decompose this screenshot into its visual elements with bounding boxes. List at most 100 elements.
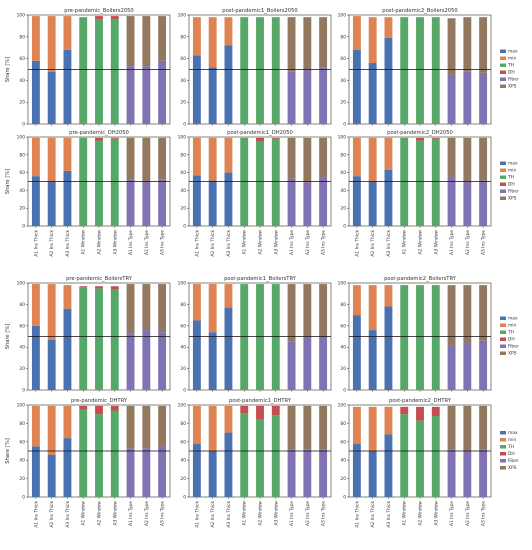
bar-Fiber [319, 336, 328, 390]
bar-TH [79, 409, 88, 497]
legend-label-DH: DH [508, 182, 515, 188]
bar-TH [416, 140, 424, 226]
bar-XPS [447, 137, 456, 178]
legend-swatch-min [500, 323, 506, 327]
x-tick-label: A3 Window [433, 501, 439, 526]
bar-XPS [158, 284, 167, 333]
y-tick-label: 60 [19, 170, 25, 176]
bar-DH [95, 137, 103, 141]
legend-label-TH: TH [507, 175, 514, 181]
bar-DH [256, 405, 264, 420]
subplot-title: post-pandemic1_BoilersTRY [224, 276, 297, 282]
bar-min [224, 137, 233, 173]
y-tick-label: 0 [183, 224, 186, 230]
x-tick-label: A1 Ins Thick [194, 230, 200, 257]
bar-Fiber [463, 181, 472, 226]
bar-min [352, 406, 361, 444]
bar-min [192, 405, 201, 444]
bar-Fiber [126, 448, 135, 497]
legend-label-max: max [508, 431, 518, 436]
bar-min [368, 137, 377, 182]
bar-TH [110, 138, 119, 226]
bar-max [224, 432, 233, 497]
bar-TH [256, 419, 264, 497]
bar-min [208, 405, 217, 451]
bar-XPS [479, 17, 488, 73]
bar-TH [416, 420, 424, 497]
bar-TH [95, 288, 103, 390]
bar-Fiber [479, 72, 488, 124]
bar-min [384, 406, 393, 435]
bar-max [368, 62, 377, 124]
bar-Fiber [319, 67, 328, 124]
legend-label-min: min [508, 168, 516, 174]
bar-max [192, 175, 201, 226]
bar-Fiber [158, 179, 167, 226]
legend-label-XPS: XPS [508, 351, 517, 357]
legend-swatch-TH [500, 63, 506, 67]
x-tick-label: A2 Ins Type [144, 501, 150, 526]
x-tick-label: A2 Ins Thick [370, 501, 376, 528]
x-tick-label: A2 Ins Type [465, 501, 471, 526]
y-axis-label: Share [%] [5, 57, 11, 83]
x-tick-label: A3 Ins Thick [226, 230, 232, 257]
bar-DH [400, 406, 409, 415]
y-tick-label: 40 [180, 78, 186, 84]
legend-swatch-max [500, 316, 506, 320]
bar-min [63, 137, 72, 171]
legend-label-max: max [508, 50, 518, 55]
x-tick-label: A1 Window [242, 230, 248, 255]
y-tick-label: 20 [340, 366, 346, 372]
x-tick-label: A1 Window [242, 501, 248, 526]
bar-XPS [126, 16, 135, 67]
x-tick-label: A3 Ins Thick [65, 501, 71, 528]
y-tick-label: 80 [340, 421, 346, 427]
x-tick-label: A2 Ins Thick [370, 230, 376, 257]
x-tick-label: A3 Ins Type [481, 230, 487, 255]
y-tick-label: 0 [343, 495, 346, 501]
bar-Fiber [463, 451, 472, 497]
subplot-1: pre-pandemic_Boilers2050 0 20 40 60 80 100 Shar… [5, 8, 171, 128]
y-tick-label: 0 [183, 495, 186, 501]
subplot-title: post-pandemic2_DH2050 [387, 130, 453, 136]
bar-Fiber [447, 177, 456, 226]
y-tick-label: 40 [180, 188, 186, 194]
y-tick-label: 40 [19, 78, 25, 84]
bar-TH [400, 414, 409, 497]
bar-Fiber [142, 66, 151, 124]
bar-DH [110, 405, 119, 411]
x-tick-label: A3 Window [112, 501, 118, 526]
x-tick-label: A1 Window [81, 230, 87, 255]
y-tick-label: 20 [180, 476, 186, 482]
y-tick-label: 100 [338, 135, 347, 141]
subplot-title: post-pandemic2_DHTRY [389, 398, 452, 404]
bar-max [47, 181, 56, 226]
bar-XPS [126, 137, 135, 180]
bar-Fiber [142, 330, 151, 390]
bar-DH [416, 406, 424, 421]
x-tick-label: A1 Ins Thick [33, 501, 39, 528]
bar-TH [416, 17, 424, 124]
bar-TH [271, 138, 280, 226]
subplot-3: post-pandemic2_Boilers2050 0 20 40 60 80 100 ma… [338, 8, 519, 128]
x-tick-label: A2 Ins Type [305, 501, 311, 526]
y-tick-label: 80 [180, 152, 186, 158]
x-tick-label: A2 Ins Type [465, 230, 471, 255]
x-tick-label: A2 Window [418, 230, 424, 255]
x-tick-label: A1 Ins Type [449, 501, 455, 526]
bar-DH [271, 405, 280, 416]
legend-label-XPS: XPS [508, 84, 517, 90]
y-tick-label: 0 [183, 122, 186, 128]
y-tick-label: 40 [19, 345, 25, 351]
subplot-12: post-pandemic2_DHTRY 0 20 40 60 80 100 A1 Ins T… [338, 398, 519, 528]
y-tick-label: 0 [22, 495, 25, 501]
legend-swatch-max [500, 49, 506, 53]
bar-TH [256, 17, 264, 124]
bar-Fiber [287, 178, 296, 226]
bar-TH [431, 285, 440, 390]
bar-max [63, 49, 72, 124]
y-tick-label: 100 [178, 403, 187, 409]
y-tick-label: 20 [19, 366, 25, 372]
y-tick-label: 100 [178, 281, 187, 287]
